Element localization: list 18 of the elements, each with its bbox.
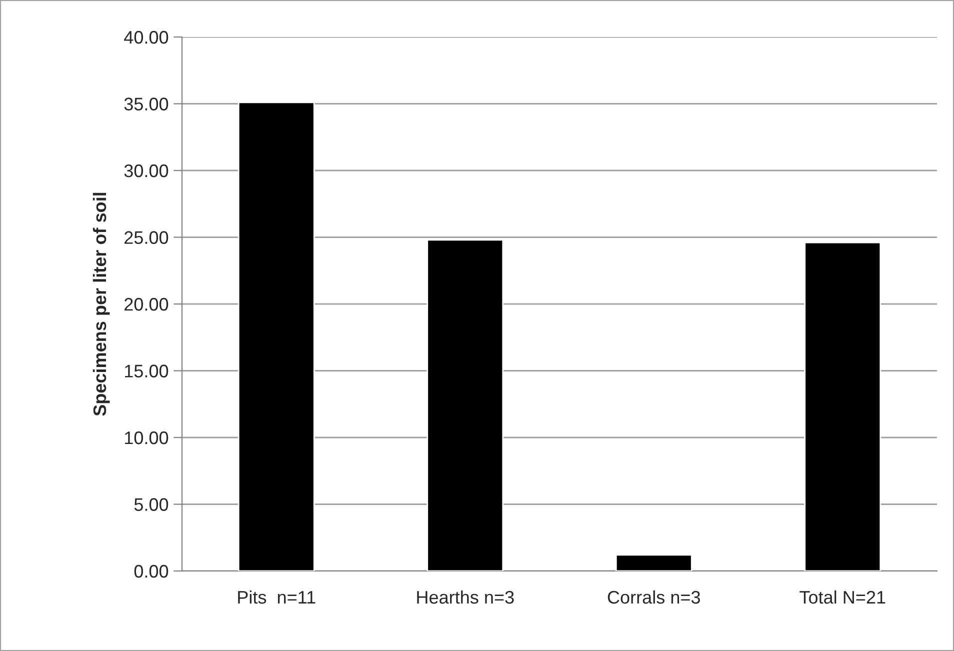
- y-tick-label: 30.00: [124, 164, 168, 178]
- y-tick-label: 40.00: [124, 30, 168, 44]
- x-tick-label: Corrals n=3: [608, 590, 700, 604]
- y-tick-label: 0.00: [134, 564, 168, 578]
- y-tick-label: 25.00: [124, 231, 168, 244]
- bar: [615, 554, 692, 571]
- y-tick-label: 35.00: [124, 98, 168, 110]
- y-tick-label: 20.00: [124, 298, 168, 311]
- x-tick-label: Pits n=11: [238, 590, 316, 604]
- y-axis-title: Specimens per liter of soil: [92, 192, 110, 416]
- y-tick-label: 5.00: [134, 498, 168, 511]
- y-tick-label: 10.00: [125, 431, 168, 444]
- y-tick-label: 15.00: [125, 364, 168, 378]
- bar: [426, 239, 504, 571]
- x-tick-label: Total N=21: [800, 590, 886, 604]
- bar: [238, 102, 315, 571]
- x-tick-label: Hearths n=3: [417, 590, 514, 604]
- bar: [804, 242, 882, 571]
